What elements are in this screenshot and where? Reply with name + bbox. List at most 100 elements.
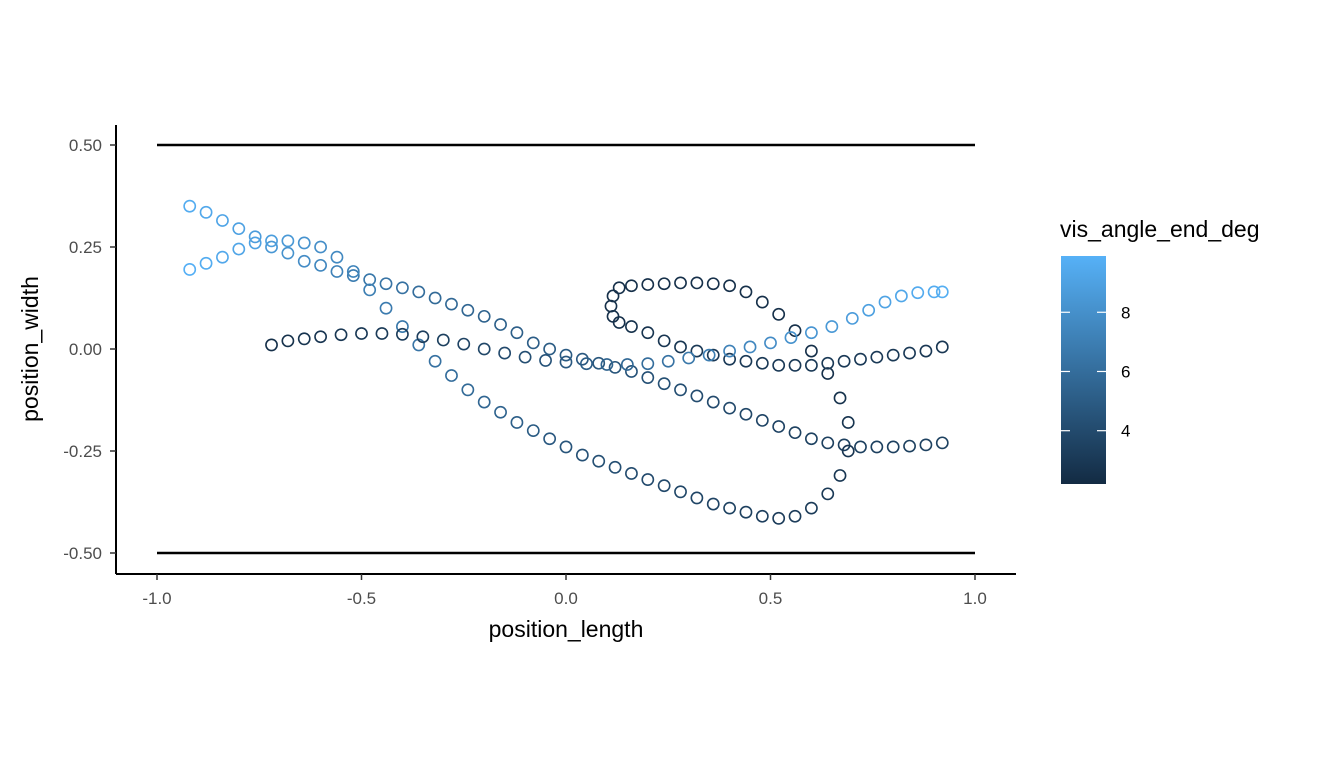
data-point xyxy=(199,256,213,270)
data-point xyxy=(764,336,777,350)
colorbar-break-label: 6 xyxy=(1121,362,1130,381)
data-point xyxy=(841,416,855,429)
data-point xyxy=(821,367,835,380)
data-point xyxy=(375,327,389,340)
data-point xyxy=(772,307,786,321)
data-point xyxy=(706,497,720,511)
data-point xyxy=(739,505,753,519)
data-point xyxy=(379,277,393,291)
data-point xyxy=(821,356,835,370)
data-point xyxy=(265,240,278,254)
data-point xyxy=(837,354,851,368)
data-point xyxy=(216,250,229,264)
data-point xyxy=(805,344,818,358)
data-point xyxy=(935,436,949,450)
data-point xyxy=(428,291,442,305)
data-point xyxy=(657,334,671,348)
data-point xyxy=(919,344,933,358)
data-point xyxy=(641,326,655,340)
data-point xyxy=(412,285,426,299)
data-point xyxy=(559,440,573,454)
data-point xyxy=(575,352,589,366)
data-point xyxy=(539,354,552,367)
data-point xyxy=(706,348,720,362)
data-point xyxy=(477,309,491,323)
data-point xyxy=(886,348,900,362)
data-point xyxy=(805,432,818,446)
data-point xyxy=(784,331,798,344)
data-point xyxy=(870,440,884,454)
data-point xyxy=(927,285,941,299)
data-point xyxy=(845,311,859,325)
data-point xyxy=(690,344,704,358)
data-point xyxy=(723,501,736,515)
data-point xyxy=(608,360,622,374)
data-point xyxy=(445,369,458,382)
data-point xyxy=(739,407,753,421)
data-point xyxy=(559,348,573,362)
data-point xyxy=(723,401,736,415)
data-point xyxy=(706,277,720,291)
x-tick-label: 0.0 xyxy=(554,589,578,608)
data-point xyxy=(355,327,368,340)
data-point xyxy=(755,356,769,370)
data-point xyxy=(743,340,757,354)
data-point xyxy=(297,236,311,250)
data-point xyxy=(805,358,818,372)
data-point xyxy=(723,279,736,293)
data-point xyxy=(526,336,540,350)
data-point xyxy=(641,473,655,486)
y-tick-label: -0.50 xyxy=(63,544,102,563)
data-point xyxy=(755,413,769,427)
data-point xyxy=(723,352,736,366)
x-tick-label: 0.5 xyxy=(759,589,783,608)
data-point xyxy=(248,236,262,250)
data-point xyxy=(706,395,720,409)
data-point xyxy=(216,214,229,227)
data-point xyxy=(592,454,606,468)
x-axis-title: position_length xyxy=(489,616,644,642)
data-point xyxy=(641,371,655,384)
data-point xyxy=(690,276,704,290)
data-point xyxy=(265,338,278,352)
data-point xyxy=(788,426,802,440)
data-point xyxy=(772,358,786,372)
data-point xyxy=(297,254,311,268)
x-tick-label: -0.5 xyxy=(347,589,376,608)
data-point xyxy=(265,234,278,248)
data-point xyxy=(494,318,507,331)
data-point xyxy=(641,357,655,371)
data-point xyxy=(281,234,295,248)
data-point xyxy=(477,395,491,409)
data-point xyxy=(625,279,638,293)
data-point xyxy=(657,277,671,291)
data-point xyxy=(788,324,802,338)
data-point xyxy=(878,295,892,309)
y-tick-label: 0.50 xyxy=(69,136,102,155)
data-point xyxy=(416,330,430,344)
y-axis-ticks: 0.50 0.25 0.00 -0.25 -0.50 xyxy=(63,136,116,563)
data-point xyxy=(477,342,491,356)
data-point xyxy=(314,258,327,272)
data-point xyxy=(674,276,687,290)
data-point xyxy=(248,230,262,244)
data-point xyxy=(445,297,458,311)
data-point xyxy=(612,281,626,295)
colorbar-break-label: 4 xyxy=(1121,422,1130,441)
data-point xyxy=(821,436,835,450)
data-point xyxy=(854,352,867,366)
data-point xyxy=(674,340,687,354)
data-point xyxy=(575,448,589,462)
data-point xyxy=(657,479,671,493)
data-point xyxy=(606,309,620,323)
data-point xyxy=(702,348,716,362)
data-point xyxy=(903,439,916,453)
y-tick-label: 0.00 xyxy=(69,340,102,359)
data-point xyxy=(788,358,802,372)
color-legend: vis_angle_end_deg 4 6 8 xyxy=(1060,216,1260,484)
data-point xyxy=(494,405,507,419)
data-point xyxy=(606,289,620,303)
data-point xyxy=(625,320,638,333)
data-point xyxy=(854,440,867,454)
